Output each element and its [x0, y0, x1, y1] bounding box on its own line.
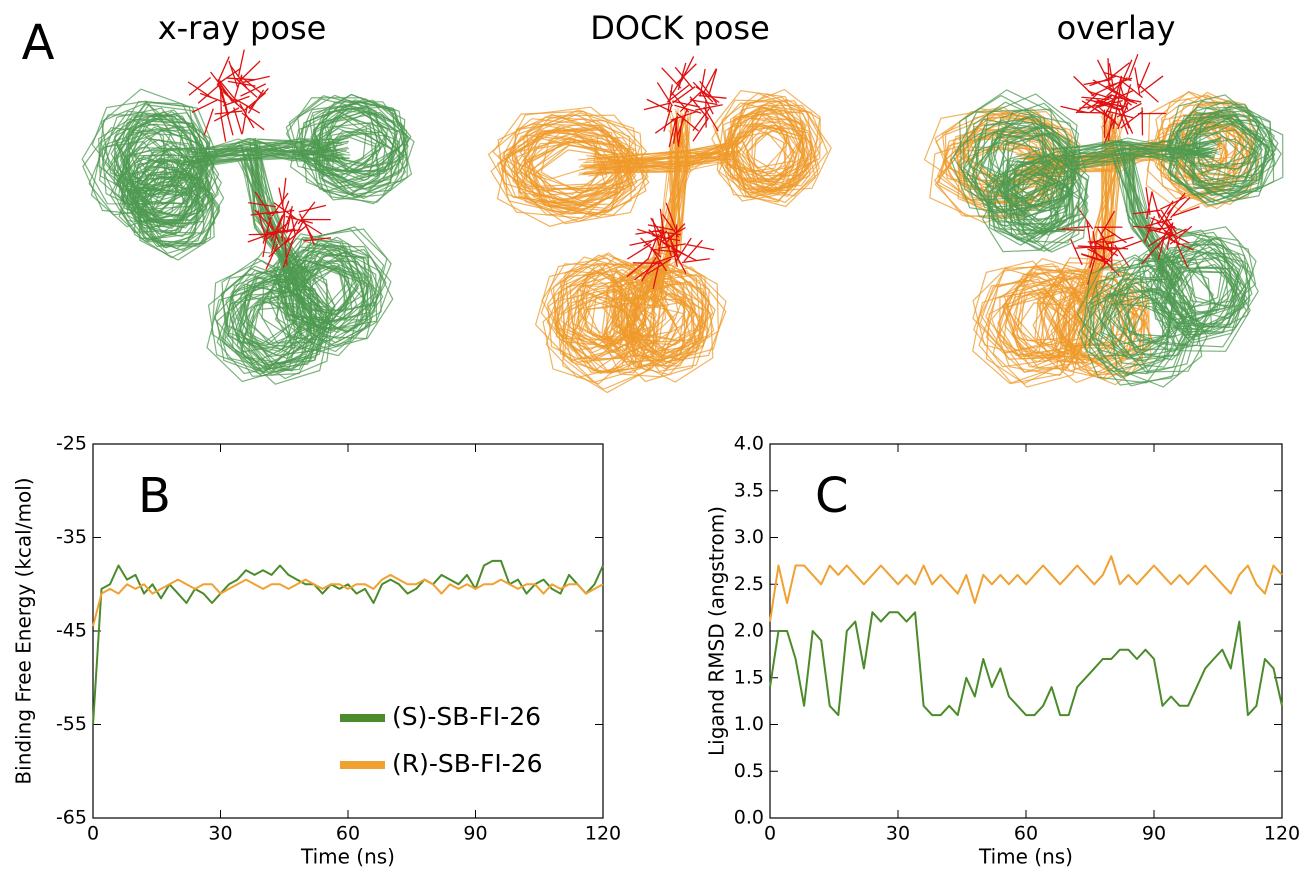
y-tick-label: -35 [56, 526, 87, 548]
x-axis-label: Time (ns) [300, 845, 395, 869]
oxygen-bond [1121, 60, 1132, 86]
x-tick-label: 60 [336, 823, 360, 845]
oxygen-bond [1141, 76, 1163, 93]
x-tick-label: 90 [463, 823, 487, 845]
molecule-renders [82, 50, 1283, 393]
oxygen-bond [1074, 76, 1094, 96]
y-tick-label: -55 [56, 713, 87, 735]
y-axis-label: Binding Free Energy (kcal/mol) [12, 477, 36, 784]
y-tick-label: 2.0 [734, 620, 764, 642]
oxygen-bond [1138, 84, 1159, 103]
oxygen-bond [693, 118, 709, 141]
oxygen-bond [690, 97, 708, 119]
oxygen-bond [687, 245, 715, 250]
y-axis-label: Ligand RMSD (angstrom) [705, 506, 729, 756]
oxygen-bond [703, 69, 716, 94]
chart: 0 30 60 90 120 -65 -55 -45 -35 -25 Time (ns) Bindin… [12, 433, 622, 869]
panel-label: B [138, 468, 171, 524]
legend-label: (S)-SB-FI-26 [392, 702, 541, 731]
y-tick-label: 4.0 [734, 433, 764, 455]
series-line [93, 561, 603, 725]
x-tick-label: 30 [208, 823, 232, 845]
oxygen-bond [299, 205, 326, 212]
x-tick-label: 0 [764, 823, 776, 845]
oxygen-bond [238, 50, 244, 77]
chart: 0 30 60 90 120 0.0 0.5 1.0 1.5 2.0 2.5 3.0 3.5 4.0 Tim… [705, 433, 1301, 869]
panel-title: overlay [1057, 9, 1176, 47]
panel-label: C [815, 468, 849, 524]
y-tick-label: 3.0 [734, 526, 764, 548]
y-tick-label: 2.5 [734, 573, 764, 595]
y-tick-label: 0.5 [734, 760, 764, 782]
oxygen-bond [221, 114, 226, 142]
oxygen-bond [627, 244, 651, 259]
series-line [770, 612, 1282, 715]
oxygen-bond [1135, 68, 1140, 96]
series-line [770, 556, 1282, 621]
x-axis-label: Time (ns) [978, 845, 1073, 869]
y-tick-label: -45 [56, 620, 87, 642]
x-tick-label: 60 [1014, 823, 1038, 845]
x-tick-label: 0 [87, 823, 99, 845]
oxygen-bond [1077, 112, 1105, 113]
y-tick-label: 0.0 [734, 807, 764, 829]
panel-title: x-ray pose [158, 9, 327, 47]
oxygen-bond [189, 78, 211, 96]
y-tick-label: 1.5 [734, 666, 764, 688]
series-line [93, 575, 603, 626]
oxygen-bond [240, 61, 260, 81]
panel-label: A [22, 15, 55, 71]
oxygen-bond [188, 82, 211, 98]
oxygen-bond [204, 109, 213, 136]
oxygen-bond [709, 69, 717, 96]
x-tick-label: 90 [1142, 823, 1166, 845]
oxygen-bond [248, 90, 263, 114]
y-tick-label: -25 [56, 433, 87, 455]
x-tick-label: 30 [886, 823, 910, 845]
y-tick-label: 3.5 [734, 479, 764, 501]
oxygen-bond [1139, 62, 1150, 88]
x-tick-label: 120 [1264, 823, 1300, 845]
y-tick-label: 1.0 [734, 713, 764, 735]
legend-label: (R)-SB-FI-26 [392, 749, 543, 778]
figure: A x-ray pose DOCK pose overlay 0 30 60 90 12… [0, 0, 1306, 874]
oxygen-bond [1152, 191, 1160, 218]
y-tick-label: -65 [56, 807, 87, 829]
x-tick-label: 120 [585, 823, 621, 845]
panel-title: DOCK pose [590, 9, 770, 47]
